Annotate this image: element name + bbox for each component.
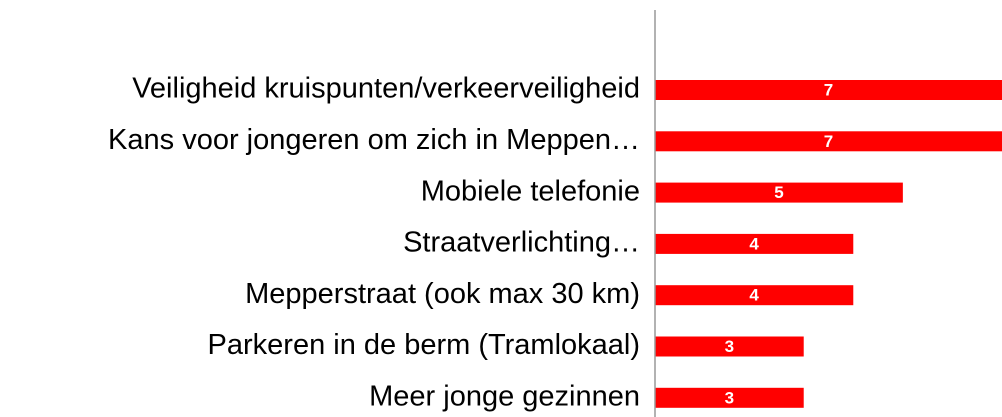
category-label: Kans voor jongeren om zich in Meppen… [108,124,640,156]
category-label: Mepperstraat (ook max 30 km) [245,278,640,310]
data-label: 4 [749,234,759,253]
bar [655,182,903,203]
category-label: Parkeren in de berm (Tramlokaal) [208,329,640,361]
bar [655,285,854,306]
bar [655,131,1002,152]
data-label: 4 [749,286,759,305]
bar [655,80,1002,100]
data-label: 7 [824,132,833,151]
data-label: 3 [725,388,734,407]
data-label: 7 [824,80,833,99]
data-label: 3 [725,337,734,356]
category-label: Straatverlichting… [403,227,640,259]
bar [655,233,854,254]
data-label: 5 [774,183,783,202]
bar [655,387,804,408]
category-label: Mobiele telefonie [421,175,640,207]
bar [655,336,804,357]
category-label: Meer jonge gezinnen [369,380,640,412]
category-label: Veiligheid kruispunten/verkeerveiligheid [132,73,640,105]
